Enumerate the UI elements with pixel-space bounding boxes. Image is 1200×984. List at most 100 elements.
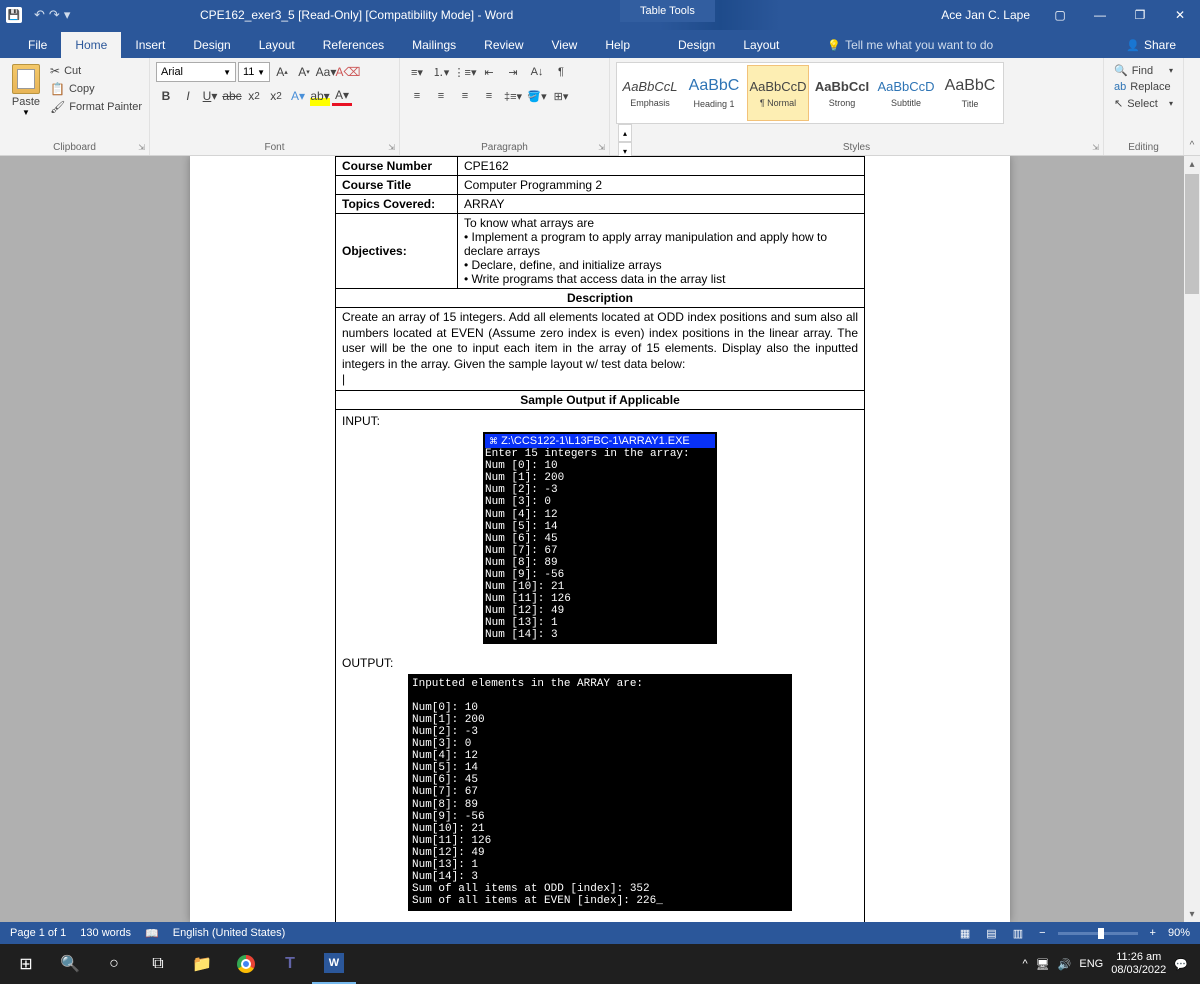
notifications-icon[interactable]: 💬 xyxy=(1174,958,1188,971)
sort-button[interactable]: A↓ xyxy=(526,62,548,82)
web-layout-button[interactable]: ▥ xyxy=(1009,927,1027,940)
tab-mailings[interactable]: Mailings xyxy=(398,32,470,58)
multilevel-button[interactable]: ⋮≡▾ xyxy=(454,62,476,82)
zoom-slider[interactable] xyxy=(1058,932,1138,935)
style-item-subtitle[interactable]: AaBbCcDSubtitle xyxy=(875,65,937,121)
word-count[interactable]: 130 words xyxy=(80,927,131,939)
change-case-button[interactable]: Aa▾ xyxy=(316,62,336,82)
tab-layout[interactable]: Layout xyxy=(245,32,309,58)
search-button[interactable]: 🔍 xyxy=(48,944,92,984)
cortana-button[interactable]: ○ xyxy=(92,944,136,984)
shrink-font-button[interactable]: A▾ xyxy=(294,62,314,82)
strike-button[interactable]: abc xyxy=(222,86,242,106)
chrome-button[interactable] xyxy=(224,944,268,984)
font-color-button[interactable]: A▾ xyxy=(332,86,352,106)
task-view-button[interactable]: ⧉ xyxy=(136,944,180,984)
save-icon[interactable]: 💾 xyxy=(6,7,22,23)
paragraph-group-label: Paragraph xyxy=(400,142,609,153)
scroll-up-button[interactable]: ▴ xyxy=(1184,156,1200,172)
grow-font-button[interactable]: A▴ xyxy=(272,62,292,82)
styles-dialog-launcher[interactable]: ⇲ xyxy=(1092,143,1099,152)
shading-button[interactable]: 🪣▾ xyxy=(526,86,548,106)
collapse-ribbon-button[interactable]: ^ xyxy=(1184,58,1200,155)
replace-button[interactable]: abReplace xyxy=(1110,79,1177,95)
find-button[interactable]: 🔍Find▾ xyxy=(1110,62,1177,79)
style-item-strong[interactable]: AaBbCcIStrong xyxy=(811,65,873,121)
share-button[interactable]: Share xyxy=(1112,32,1190,58)
tab-home[interactable]: Home xyxy=(61,32,121,58)
page-status[interactable]: Page 1 of 1 xyxy=(10,927,66,939)
font-size-select[interactable]: 11▼ xyxy=(238,62,270,82)
close-button[interactable]: ✕ xyxy=(1160,0,1200,30)
bullets-button[interactable]: ≡▾ xyxy=(406,62,428,82)
cut-button[interactable]: ✂Cut xyxy=(50,62,142,80)
tab-help[interactable]: Help xyxy=(591,32,644,58)
show-marks-button[interactable]: ¶ xyxy=(550,62,572,82)
increase-indent-button[interactable]: ⇥ xyxy=(502,62,524,82)
style-item--normal[interactable]: AaBbCcD¶ Normal xyxy=(747,65,809,121)
style-item-emphasis[interactable]: AaBbCcLEmphasis xyxy=(619,65,681,121)
select-button[interactable]: ↖Select▾ xyxy=(1110,95,1177,112)
underline-button[interactable]: U▾ xyxy=(200,86,220,106)
justify-button[interactable]: ≡ xyxy=(478,86,500,106)
italic-button[interactable]: I xyxy=(178,86,198,106)
tab-review[interactable]: Review xyxy=(470,32,537,58)
style-item-heading-1[interactable]: AaBbCHeading 1 xyxy=(683,65,745,121)
vertical-scrollbar[interactable]: ▴ ▾ xyxy=(1184,156,1200,922)
teams-button[interactable]: T xyxy=(268,944,312,984)
paste-button[interactable]: Paste ▼ xyxy=(6,62,46,119)
style-item-title[interactable]: AaBbCTitle xyxy=(939,65,1001,121)
read-mode-button[interactable]: ▦ xyxy=(956,927,974,940)
font-dialog-launcher[interactable]: ⇲ xyxy=(388,143,395,152)
redo-icon[interactable]: ↷ xyxy=(49,7,60,23)
undo-icon[interactable]: ↶ xyxy=(34,7,45,23)
maximize-button[interactable]: ❐ xyxy=(1120,0,1160,30)
file-explorer-button[interactable]: 📁 xyxy=(180,944,224,984)
zoom-in-button[interactable]: + xyxy=(1146,927,1160,939)
spell-check-icon[interactable]: 📖 xyxy=(145,927,159,940)
styles-scroll-up[interactable]: ▴ xyxy=(618,124,632,142)
copy-button[interactable]: 📋Copy xyxy=(50,80,142,98)
word-taskbar-button[interactable]: W xyxy=(312,944,356,984)
zoom-out-button[interactable]: − xyxy=(1035,927,1049,939)
ribbon-display-icon[interactable]: ▢ xyxy=(1040,0,1080,30)
tray-clock[interactable]: 11:26 am 08/03/2022 xyxy=(1111,951,1166,977)
format-painter-button[interactable]: 🖌Format Painter xyxy=(50,98,142,116)
zoom-level[interactable]: 90% xyxy=(1168,927,1190,939)
tell-me-input[interactable]: Tell me what you want to do xyxy=(813,32,1007,58)
decrease-indent-button[interactable]: ⇤ xyxy=(478,62,500,82)
paragraph-dialog-launcher[interactable]: ⇲ xyxy=(598,143,605,152)
tab-design[interactable]: Design xyxy=(179,32,244,58)
document-page[interactable]: Course NumberCPE162 Course TitleComputer… xyxy=(190,156,1010,922)
start-button[interactable]: ⊞ xyxy=(4,944,48,984)
superscript-button[interactable]: x2 xyxy=(266,86,286,106)
tab-file[interactable]: File xyxy=(14,32,61,58)
tab-insert[interactable]: Insert xyxy=(121,32,179,58)
text-effects-button[interactable]: A▾ xyxy=(288,86,308,106)
clear-format-button[interactable]: A⌫ xyxy=(338,62,358,82)
numbering-button[interactable]: ⒈▾ xyxy=(430,62,452,82)
align-right-button[interactable]: ≡ xyxy=(454,86,476,106)
borders-button[interactable]: ⊞▾ xyxy=(550,86,572,106)
clipboard-dialog-launcher[interactable]: ⇲ xyxy=(138,143,145,152)
language-status[interactable]: English (United States) xyxy=(173,927,286,939)
qa-more-icon[interactable]: ▾ xyxy=(64,7,71,23)
tab-table-design[interactable]: Design xyxy=(664,32,729,58)
scroll-thumb[interactable] xyxy=(1185,174,1199,294)
align-left-button[interactable]: ≡ xyxy=(406,86,428,106)
tab-table-layout[interactable]: Layout xyxy=(729,32,793,58)
tray-volume-icon[interactable]: 🔊 xyxy=(1058,958,1072,971)
tray-display-icon[interactable]: 🖥 xyxy=(1036,958,1050,971)
highlight-button[interactable]: ab▾ xyxy=(310,86,330,106)
font-name-select[interactable]: Arial▼ xyxy=(156,62,236,82)
align-center-button[interactable]: ≡ xyxy=(430,86,452,106)
scroll-down-button[interactable]: ▾ xyxy=(1184,906,1200,922)
tab-view[interactable]: View xyxy=(538,32,592,58)
user-name[interactable]: Ace Jan C. Lape xyxy=(941,8,1030,22)
tab-references[interactable]: References xyxy=(309,32,398,58)
print-layout-button[interactable]: ▤ xyxy=(982,927,1000,940)
bold-button[interactable]: B xyxy=(156,86,176,106)
line-spacing-button[interactable]: ‡≡▾ xyxy=(502,86,524,106)
subscript-button[interactable]: x2 xyxy=(244,86,264,106)
minimize-button[interactable]: — xyxy=(1080,0,1120,30)
